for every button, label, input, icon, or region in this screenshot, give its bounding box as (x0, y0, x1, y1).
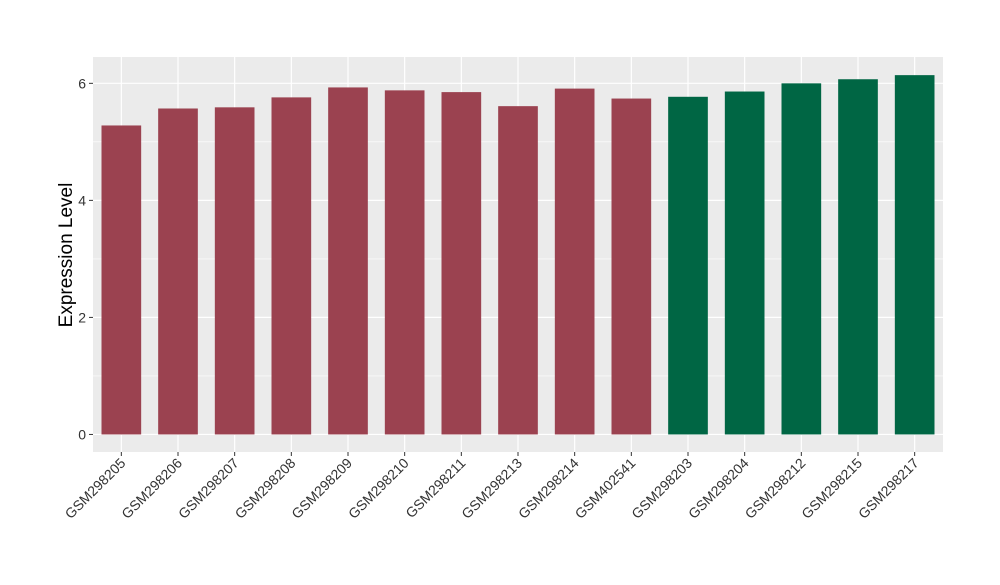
bars (101, 75, 935, 435)
bar-GSM298210 (384, 90, 425, 435)
bar-GSM298211 (441, 92, 482, 435)
y-tick-label: 0 (78, 426, 86, 442)
x-tick-label: GSM298210 (345, 455, 412, 522)
y-tick-label: 4 (78, 192, 86, 208)
bar-GSM298208 (271, 97, 312, 435)
bar-GSM298217 (894, 75, 935, 435)
bar-GSM298215 (838, 79, 878, 435)
bar-GSM298214 (554, 88, 595, 435)
y-tick-label: 6 (78, 75, 86, 91)
y-axis-label: Expression Level (56, 183, 77, 328)
bar-GSM298207 (214, 107, 255, 435)
bar-GSM298203 (668, 96, 708, 435)
bar-GSM298204 (724, 91, 765, 435)
y-axis: 0 2 4 6 (78, 75, 93, 442)
x-tick-label: GSM298217 (855, 455, 922, 522)
bar-GSM298212 (781, 83, 822, 435)
bar-GSM298209 (328, 87, 368, 435)
x-axis: GSM298205GSM298206GSM298207GSM298208GSM2… (62, 452, 922, 522)
bar-GSM298205 (101, 125, 142, 435)
bar-GSM298213 (498, 106, 538, 435)
y-tick-label: 2 (78, 309, 86, 325)
bar-GSM402541 (611, 98, 652, 435)
bar-GSM298206 (158, 108, 198, 435)
